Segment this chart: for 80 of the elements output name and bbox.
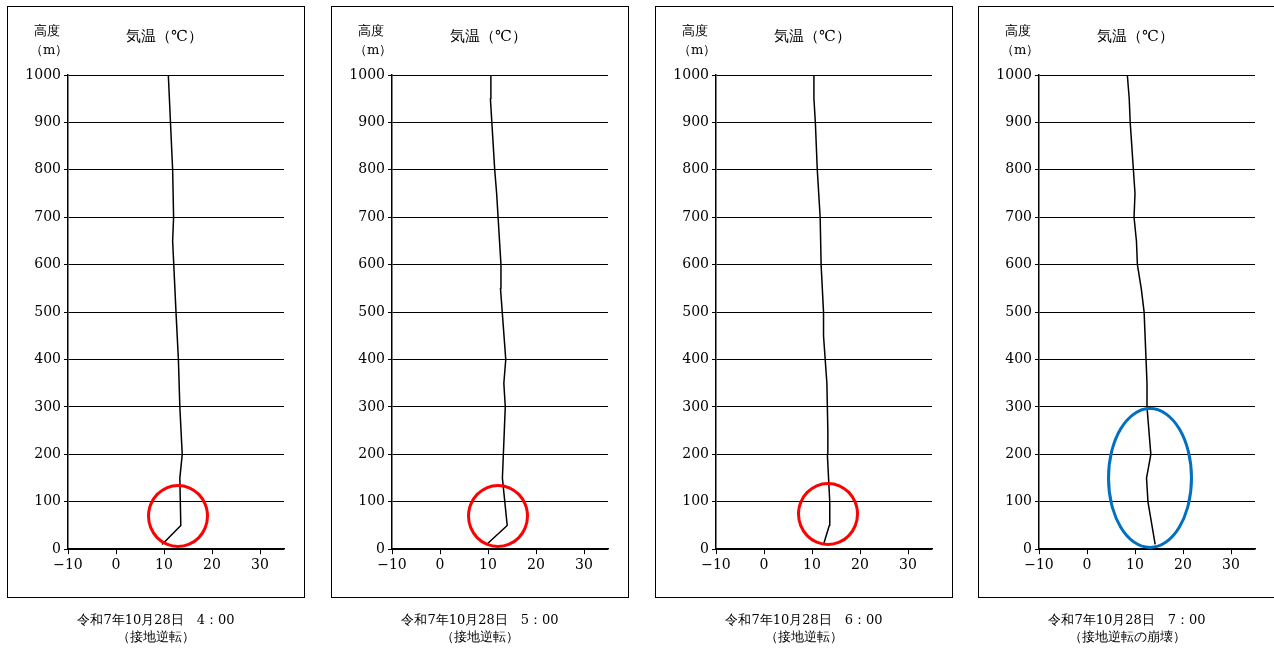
text: （接地逆転） bbox=[764, 628, 844, 645]
x-tick-label: −10 bbox=[701, 556, 731, 573]
x-tick-label: 10 bbox=[155, 556, 173, 573]
y-tick-label: 0 bbox=[376, 539, 385, 556]
x-axis-title: 気温（℃） bbox=[450, 27, 527, 46]
y-tick-label: 100 bbox=[34, 492, 61, 509]
text: 令和7年10月28日 7：00 bbox=[1047, 611, 1207, 628]
y-tick-label: 1000 bbox=[349, 65, 385, 82]
x-tick-label: 10 bbox=[803, 556, 821, 573]
y-tick-label: 600 bbox=[1005, 255, 1032, 272]
y-tick-label: 0 bbox=[1023, 539, 1032, 556]
y-tick-label: 800 bbox=[34, 160, 61, 177]
x-tick-label: 30 bbox=[1222, 556, 1240, 573]
x-tick-label: 30 bbox=[251, 556, 269, 573]
text: 令和7年10月28日 5：00 bbox=[400, 611, 560, 628]
x-tick-label: −10 bbox=[1024, 556, 1054, 573]
y-tick-label: 300 bbox=[682, 397, 709, 414]
x-tick-label: 10 bbox=[479, 556, 497, 573]
y-tick-label: 300 bbox=[1005, 397, 1032, 414]
y-tick-label: 200 bbox=[1005, 445, 1032, 461]
x-tick-label: −10 bbox=[53, 556, 83, 573]
y-tick-label: 900 bbox=[34, 113, 61, 130]
y-tick-label: 100 bbox=[358, 492, 385, 509]
y-tick-label: 0 bbox=[700, 539, 709, 556]
x-axis-title: 気温（℃） bbox=[126, 27, 203, 46]
y-tick-label: 400 bbox=[34, 350, 61, 367]
x-tick-label: 0 bbox=[435, 556, 445, 573]
y-tick-label: 700 bbox=[34, 207, 61, 224]
y-tick-label: 1000 bbox=[673, 65, 709, 82]
y-tick-label: 100 bbox=[1005, 492, 1032, 509]
y-axis-title: 高度（m） bbox=[30, 22, 69, 59]
y-tick-label: 900 bbox=[358, 113, 385, 130]
y-tick-label: 500 bbox=[34, 302, 61, 319]
x-tick-label: 30 bbox=[575, 556, 593, 573]
y-tick-label: 1000 bbox=[25, 65, 61, 82]
y-tick-label: 0 bbox=[52, 539, 61, 556]
x-tick-label: 0 bbox=[111, 556, 121, 573]
text: 令和7年10月28日 6：00 bbox=[724, 611, 884, 628]
y-tick-label: 900 bbox=[1005, 113, 1032, 130]
y-tick-label: 200 bbox=[34, 445, 61, 461]
x-tick-label: 0 bbox=[1082, 556, 1092, 573]
x-tick-label: 20 bbox=[851, 556, 869, 573]
y-tick-label: 700 bbox=[1005, 207, 1032, 224]
y-tick-label: 900 bbox=[682, 113, 709, 130]
x-tick-label: 20 bbox=[203, 556, 221, 573]
y-tick-label: 500 bbox=[1005, 302, 1032, 319]
y-tick-label: 200 bbox=[682, 445, 709, 461]
y-tick-label: 600 bbox=[682, 255, 709, 272]
x-tick-label: 30 bbox=[899, 556, 917, 573]
y-axis-title: 高度（m） bbox=[1001, 22, 1040, 59]
y-tick-label: 700 bbox=[358, 207, 385, 224]
y-tick-label: 800 bbox=[358, 160, 385, 177]
y-tick-label: 300 bbox=[358, 397, 385, 414]
text: （接地逆転） bbox=[440, 628, 520, 645]
text: 令和7年10月28日 4：00 bbox=[76, 611, 236, 628]
text: （接地逆転） bbox=[116, 628, 196, 645]
y-tick-label: 300 bbox=[34, 397, 61, 414]
x-axis-title: 気温（℃） bbox=[774, 27, 851, 46]
y-tick-label: 400 bbox=[1005, 350, 1032, 367]
y-axis-title: 高度（m） bbox=[678, 22, 717, 59]
y-tick-label: 600 bbox=[34, 255, 61, 272]
y-tick-label: 600 bbox=[358, 255, 385, 272]
x-axis-title: 気温（℃） bbox=[1097, 27, 1174, 46]
y-tick-label: 700 bbox=[682, 207, 709, 224]
y-tick-label: 400 bbox=[682, 350, 709, 367]
x-tick-label: −10 bbox=[377, 556, 407, 573]
y-tick-label: 500 bbox=[358, 302, 385, 319]
text: （接地逆転の崩壊） bbox=[1067, 628, 1187, 645]
y-tick-label: 800 bbox=[1005, 160, 1032, 177]
y-tick-label: 800 bbox=[682, 160, 709, 177]
y-axis-title: 高度（m） bbox=[354, 22, 393, 59]
y-tick-label: 200 bbox=[358, 445, 385, 461]
y-tick-label: 1000 bbox=[996, 65, 1032, 82]
y-tick-label: 400 bbox=[358, 350, 385, 367]
y-tick-label: 500 bbox=[682, 302, 709, 319]
x-tick-label: 10 bbox=[1126, 556, 1144, 573]
x-tick-label: 20 bbox=[1174, 556, 1192, 573]
x-tick-label: 20 bbox=[527, 556, 545, 573]
y-tick-label: 100 bbox=[682, 492, 709, 509]
x-tick-label: 0 bbox=[759, 556, 769, 573]
